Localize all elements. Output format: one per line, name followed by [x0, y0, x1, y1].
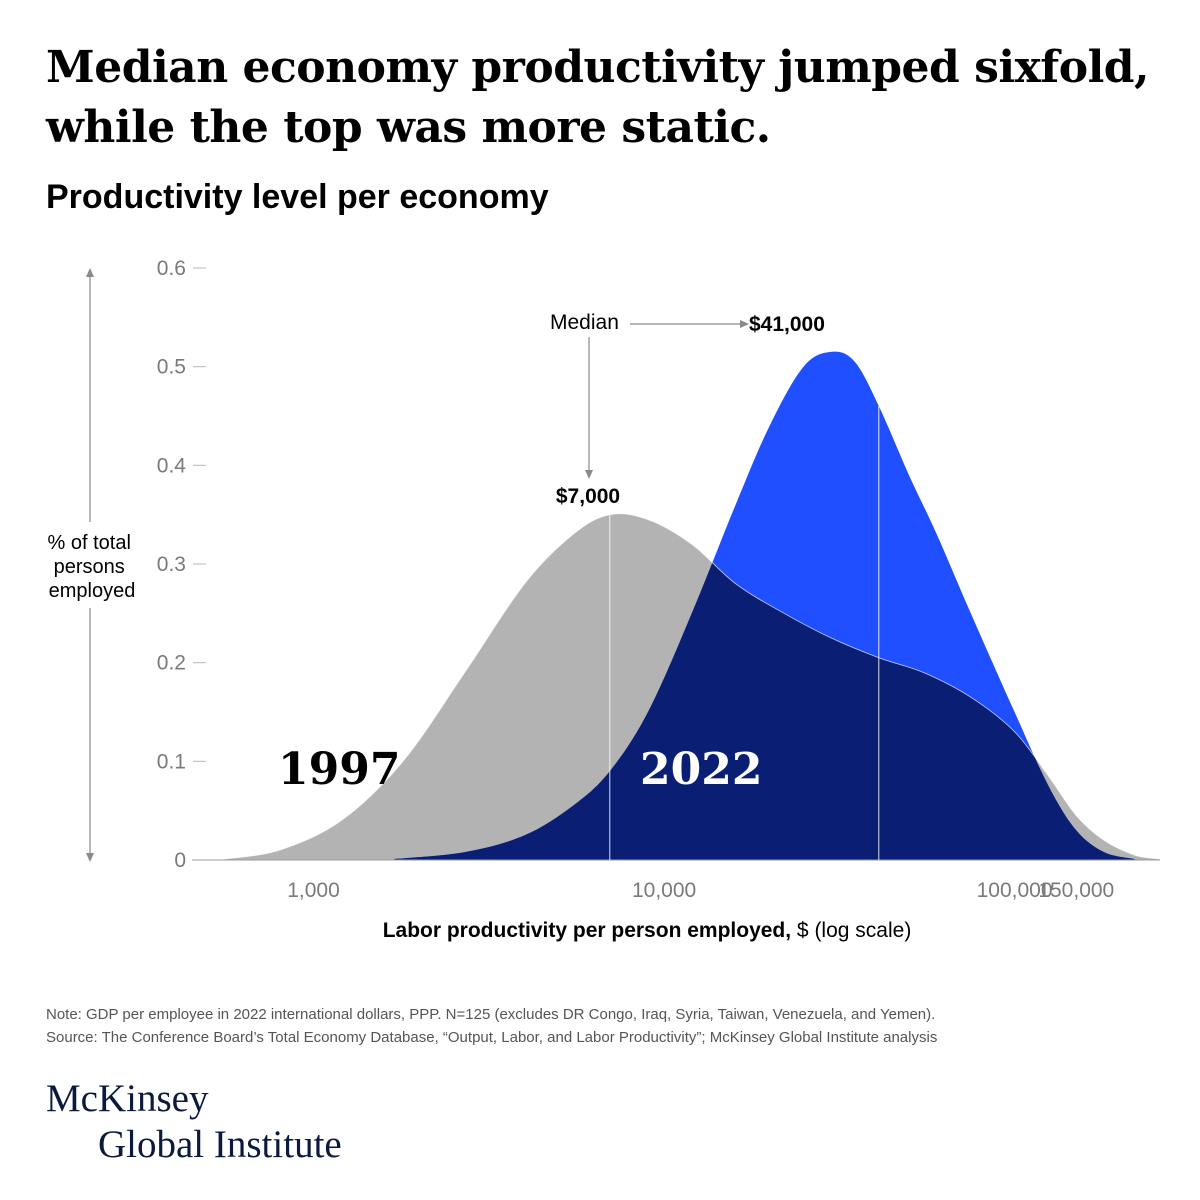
logo-line-1: McKinsey	[46, 1077, 209, 1120]
outline-1997	[224, 513, 1161, 861]
y-tick-label: 0	[174, 849, 186, 872]
median-value-1997: $7,000	[556, 485, 620, 508]
x-tick-label: 1,000	[287, 879, 340, 902]
median-value-2022: $41,000	[749, 313, 825, 336]
x-tick-label: 10,000	[632, 879, 696, 902]
y-ticks: 0 0.1 0.2 0.3 0.4 0.5 0.6	[157, 257, 206, 872]
y-tick-label: 0.4	[157, 454, 187, 477]
logo-line-2: Global Institute	[98, 1123, 342, 1166]
year-label-2022: 2022	[640, 744, 762, 795]
y-tick-label: 0.3	[157, 553, 186, 576]
plot-areas	[192, 351, 1161, 861]
mckinsey-logo: McKinsey Global Institute	[46, 1076, 342, 1168]
source-text: Source: The Conference Board’s Total Eco…	[46, 1029, 938, 1046]
y-axis-label-line: % of total	[48, 532, 131, 554]
median-arrows	[585, 320, 749, 479]
x-tick-label: 150,000	[1038, 879, 1114, 902]
y-axis-arrow	[86, 268, 94, 862]
x-axis-label-bold: Labor productivity per person employed,	[383, 919, 791, 942]
median-annotation: Median	[550, 311, 619, 334]
footnote: Note: GDP per employee in 2022 internati…	[46, 1003, 1166, 1049]
chart-title: Productivity level per economy	[46, 178, 549, 216]
y-tick-label: 0.5	[157, 356, 186, 379]
y-tick-label: 0.1	[157, 750, 186, 773]
x-tick-label: 100,000	[977, 879, 1053, 902]
x-axis-label-rest: $ (log scale)	[791, 919, 911, 942]
y-axis-label: % of total persons employed	[48, 532, 137, 602]
headline: Median economy productivity jumped sixfo…	[46, 42, 1149, 153]
x-axis-label: Labor productivity per person employed, …	[383, 919, 912, 942]
note-text: Note: GDP per employee in 2022 internati…	[46, 1006, 936, 1023]
y-axis-label-line: employed	[49, 580, 136, 602]
y-axis-label-line: persons	[54, 556, 125, 578]
median-lines	[609, 406, 880, 860]
y-tick-label: 0.6	[157, 257, 186, 280]
y-tick-label: 0.2	[157, 652, 186, 675]
year-label-1997: 1997	[278, 744, 400, 795]
